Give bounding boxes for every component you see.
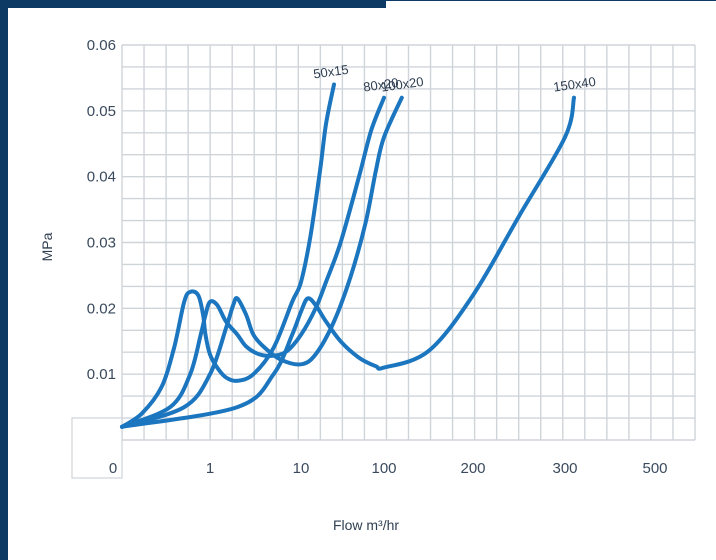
x-tick-label: 200	[460, 460, 485, 477]
y-axis-label: MPa	[39, 232, 55, 261]
series-line-150x40	[120, 95, 576, 429]
tick-labels: 0.01 0.02 0.03 0.04 0.05 0.06 0 1 10 100 200 300 500	[87, 37, 668, 477]
y-tick-label: 0.04	[87, 169, 116, 186]
series-label-80x20: 80x20	[362, 75, 399, 95]
x-tick-label: 100	[371, 460, 396, 477]
series-label-150x40: 150x40	[552, 74, 596, 95]
x-axis-label: Flow m³/hr	[333, 517, 399, 533]
header-tab	[8, 0, 386, 8]
curves	[120, 82, 576, 429]
series-line-100x20	[120, 95, 404, 429]
series-line-80x20	[120, 95, 386, 429]
y-tick-label: 0.06	[87, 37, 116, 54]
x-tick-label: 1	[206, 460, 214, 477]
series-label-100x20: 100x20	[380, 74, 424, 95]
header-rule	[386, 0, 716, 1]
x-tick-label: 300	[552, 460, 577, 477]
x-tick-label: 500	[642, 460, 667, 477]
y-tick-label: 0.01	[87, 366, 116, 383]
y-tick-label: 0.05	[87, 103, 116, 120]
origin-box	[71, 417, 123, 479]
x-tick-label: 0	[109, 460, 117, 477]
y-tick-label: 0.02	[87, 300, 116, 317]
series-line-50x15	[120, 82, 336, 429]
series-label-50x15: 50x15	[312, 62, 349, 82]
x-tick-label: 10	[293, 460, 310, 477]
y-tick-label: 0.03	[87, 235, 116, 252]
grid	[121, 44, 696, 441]
